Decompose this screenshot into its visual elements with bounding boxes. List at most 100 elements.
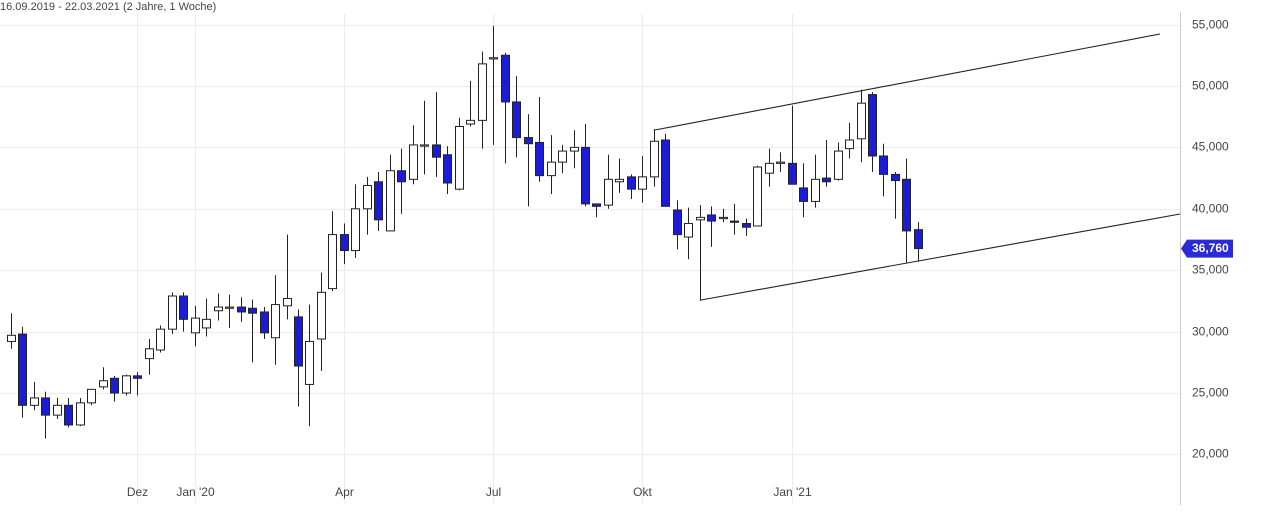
candle-body [294, 316, 303, 367]
candle-body [18, 333, 27, 406]
y-tick-label: 55,000 [1192, 18, 1229, 32]
candle-body [351, 208, 360, 252]
y-tick-label: 50,000 [1192, 79, 1229, 93]
candle-body [191, 317, 200, 334]
candle-body [64, 404, 73, 426]
candle-body [202, 318, 211, 329]
candle-body [730, 220, 739, 223]
candle-body [478, 63, 487, 121]
candle-body [604, 178, 613, 206]
candle-body [742, 223, 751, 228]
x-tick-label: Okt [633, 485, 652, 499]
candle-body [110, 377, 119, 394]
candle-body [466, 119, 475, 125]
y-tick-label: 25,000 [1192, 386, 1229, 400]
candle-body [374, 181, 383, 221]
candle-body [570, 146, 579, 152]
candle-body [248, 307, 257, 314]
candle-body [799, 187, 808, 202]
candle-body [409, 144, 418, 180]
candle-body [397, 170, 406, 183]
candle-body [845, 139, 854, 150]
candle-body [271, 304, 280, 339]
x-tick-label: Jan '21 [773, 485, 812, 499]
candle-body [386, 170, 395, 232]
candle-body [765, 162, 774, 174]
candle-body [328, 234, 337, 290]
candle-body [7, 334, 16, 342]
y-tick-label: 40,000 [1192, 202, 1229, 216]
candle-body [811, 178, 820, 202]
x-tick-label: Apr [335, 485, 354, 499]
candle-body [650, 140, 659, 178]
candle-body [615, 178, 624, 183]
candle-body [443, 154, 452, 184]
candle-body [179, 295, 188, 320]
candle-body [592, 203, 601, 207]
candle-body [99, 380, 108, 388]
plot [0, 14, 1180, 503]
candle-body [891, 173, 900, 182]
candle-body [340, 234, 349, 252]
candle-body [879, 155, 888, 175]
x-tick-label: Jul [486, 485, 501, 499]
candle-body [168, 295, 177, 330]
candle-body [156, 328, 165, 351]
x-tick-label: Dez [127, 485, 148, 499]
candle-body [363, 184, 372, 210]
last-price-marker [1181, 239, 1233, 258]
candle-body [535, 141, 544, 177]
candle-body [558, 150, 567, 163]
candle-body [489, 57, 498, 60]
candle-body [547, 161, 556, 177]
candle-body [661, 139, 670, 207]
chart-subtitle: 16.09.2019 - 22.03.2021 (2 Jahre, 1 Woch… [0, 1, 216, 13]
candle-body [53, 404, 62, 416]
trend-line-upper [654, 33, 1161, 131]
candle-body [512, 101, 521, 139]
x-tick-label: Jan '20 [176, 485, 215, 499]
candle-body [902, 178, 911, 232]
candle-body [719, 216, 728, 220]
candle-body [455, 126, 464, 190]
candle-body [857, 102, 866, 140]
candle-body [627, 176, 636, 190]
candle-body [501, 54, 510, 103]
candle-body [788, 162, 797, 185]
candle-body [432, 144, 441, 158]
y-tick-label: 30,000 [1192, 325, 1229, 339]
candle-body [76, 402, 85, 426]
candle-body [638, 176, 647, 190]
candle-body [214, 306, 223, 312]
candle-body [822, 177, 831, 183]
candle-body [260, 311, 269, 334]
candle-body [133, 375, 142, 379]
candle-body [317, 291, 326, 340]
candle-body [41, 397, 50, 416]
candle-body [696, 216, 705, 221]
y-tick-label: 20,000 [1192, 447, 1229, 461]
candle-body [834, 150, 843, 180]
candle-body [684, 223, 693, 238]
candle-body [283, 297, 292, 307]
candle-body [237, 306, 246, 313]
candle-body [30, 397, 39, 406]
candle-body [673, 209, 682, 236]
y-tick-label: 45,000 [1192, 140, 1229, 154]
last-price-label: 36,760 [1192, 241, 1229, 255]
y-tick-label: 35,000 [1192, 263, 1229, 277]
candle-body [914, 229, 923, 250]
trend-line-lower [700, 213, 1181, 301]
candle-body [524, 137, 533, 145]
candle-body [581, 146, 590, 205]
candle-body [122, 375, 131, 394]
candle-body [707, 214, 716, 222]
candle-body [776, 161, 785, 164]
candle-body [87, 388, 96, 404]
candle-body [420, 144, 429, 147]
candle-body [225, 306, 234, 309]
candle-body [868, 94, 877, 157]
candle-body [753, 166, 762, 227]
candle-body [145, 348, 154, 360]
